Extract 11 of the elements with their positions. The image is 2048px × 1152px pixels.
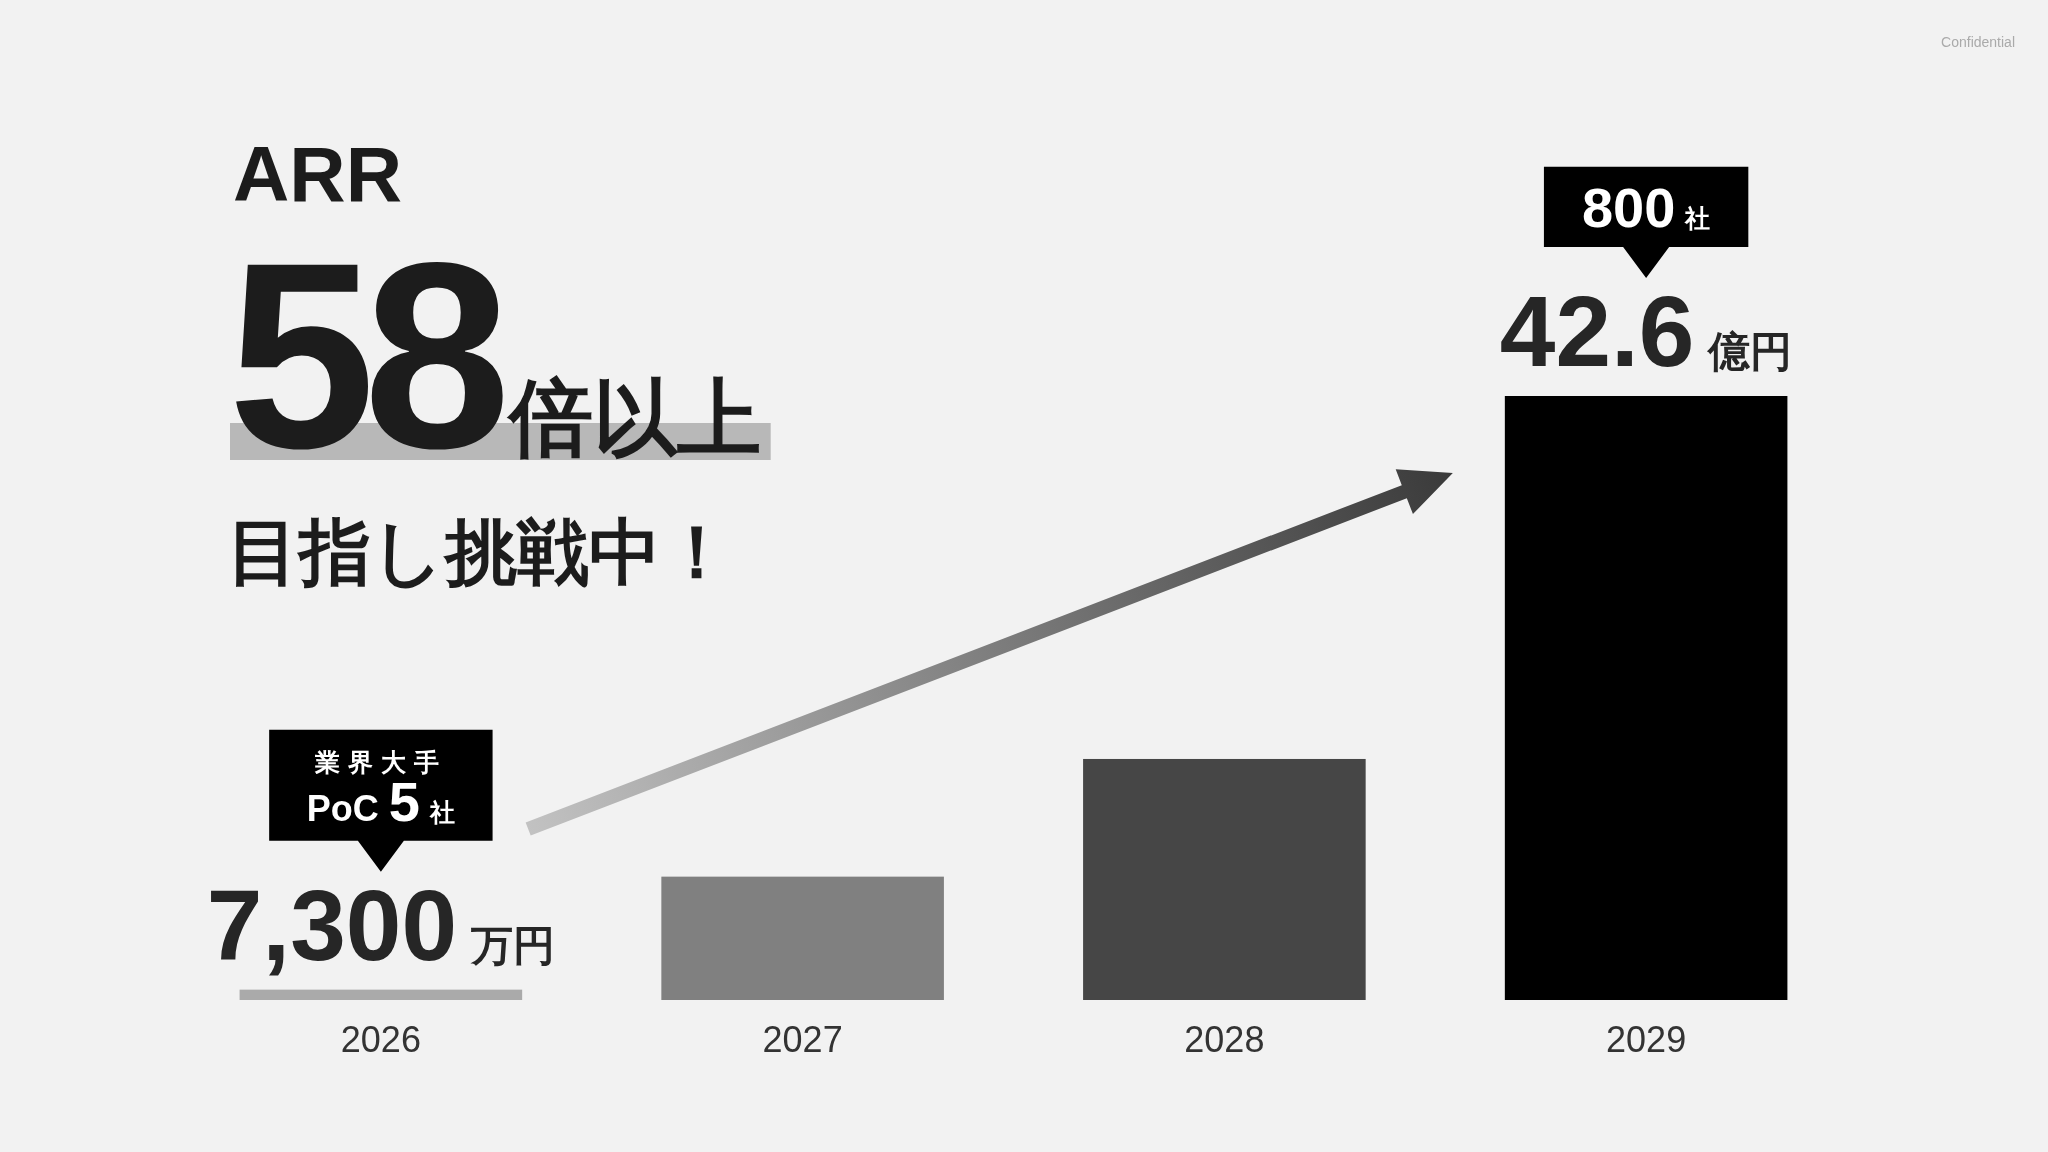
x-tick-label: 2028 bbox=[1184, 1019, 1265, 1060]
x-tick-label: 2026 bbox=[340, 1019, 421, 1060]
bar bbox=[1504, 396, 1788, 1000]
annotation: 業界大手 PoC 5 社 bbox=[306, 748, 455, 833]
x-tick-label: 2029 bbox=[1606, 1019, 1687, 1060]
text: 800 社 bbox=[1581, 176, 1711, 239]
x-tick-label: 2027 bbox=[762, 1019, 843, 1060]
bar bbox=[661, 876, 944, 1000]
bar bbox=[1083, 758, 1366, 1000]
text: Confidential bbox=[1941, 34, 2015, 50]
bar bbox=[239, 989, 523, 1000]
